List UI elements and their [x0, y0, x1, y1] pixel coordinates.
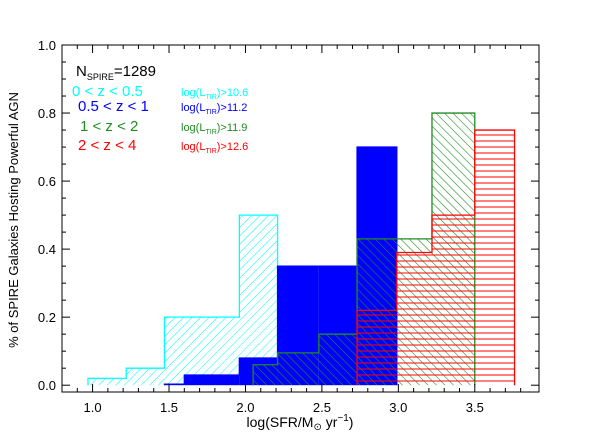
- histogram-bars: [87, 112, 516, 386]
- x-axis-label-sun: ⊙: [313, 422, 321, 433]
- axis-ticks: 1.0 1.5 2.0 2.5 3.0 3.5 0.0 0.2 0.4 0.6 0.8 1.0: [38, 38, 539, 415]
- x-tick-label: 2.5: [313, 400, 331, 415]
- y-tick-label: 0.6: [38, 174, 56, 189]
- legend: 0 < z < 0.5 log(LTIR)>10.60.5 < z < 1 log(…: [72, 83, 248, 155]
- histogram-bar: [357, 310, 397, 386]
- legend-lum-sub: TIR: [205, 94, 216, 101]
- legend-lum-pre: log(L: [181, 141, 205, 153]
- legend-lum-post: )>12.6: [217, 141, 249, 153]
- legend-luminosity-cut: log(LTIR)>10.6: [181, 87, 248, 101]
- y-tick-label: 0.4: [38, 242, 56, 257]
- x-axis-label-tail: yr: [322, 414, 338, 430]
- histogram-bar: [277, 352, 301, 386]
- legend-lum-sub: TIR: [205, 129, 216, 136]
- y-tick-label: 0.0: [38, 378, 56, 393]
- x-tick-label: 1.0: [84, 400, 102, 415]
- series-outline: [356, 129, 516, 386]
- legend-luminosity-cut: log(LTIR)>11.2: [181, 102, 247, 116]
- histogram-bar: [253, 364, 278, 386]
- series-outline: [87, 214, 279, 386]
- legend-luminosity-cut: log(LTIR)>12.6: [181, 141, 248, 155]
- n-spire-label-value: =1289: [114, 63, 156, 80]
- x-axis-label-main: log(SFR/M: [247, 414, 314, 430]
- n-spire-label-sub: SPIRE: [87, 72, 114, 82]
- histogram-bar: [87, 378, 127, 386]
- x-axis-label: log(SFR/M⊙ yr−1): [247, 413, 354, 433]
- legend-series-name: 2 < z < 4: [78, 137, 136, 154]
- plot-frame: [61, 44, 540, 393]
- y-tick-label: 0.2: [38, 310, 56, 325]
- legend-lum-post: )>10.6: [217, 87, 249, 99]
- legend-lum-sub: TIR: [205, 148, 216, 155]
- legend-lum-post: )>11.2: [217, 102, 248, 114]
- legend-lum-sub: TIR: [205, 109, 216, 116]
- legend-lum-pre: log(L: [181, 87, 205, 99]
- legend-series-name: 0.5 < z < 1: [78, 98, 149, 115]
- histogram-bar: [474, 130, 515, 386]
- legend-lum-post: )>11.9: [217, 122, 248, 134]
- histogram-bar: [164, 317, 240, 386]
- histogram-bar: [396, 252, 432, 386]
- histogram-bar: [318, 334, 358, 386]
- y-axis-label: % of SPIRE Galaxies Hosting Powerful AGN: [6, 92, 21, 348]
- series-outline: [252, 112, 476, 386]
- histogram-bar: [300, 352, 319, 386]
- x-tick-label: 3.5: [466, 400, 484, 415]
- y-tick-label: 0.8: [38, 106, 56, 121]
- n-spire-label: NSPIRE=1289: [76, 63, 156, 82]
- series-4: [356, 129, 516, 386]
- histogram-bar: [126, 368, 165, 386]
- x-axis-label-exp: −1: [337, 413, 349, 424]
- x-axis-label-close: ): [349, 414, 354, 430]
- legend-luminosity-cut: log(LTIR)>11.9: [181, 122, 247, 136]
- n-spire-label-main: N: [76, 63, 87, 80]
- x-tick-label: 2.0: [236, 400, 254, 415]
- legend-lum-pre: log(L: [181, 102, 205, 114]
- histogram-bar: [431, 215, 475, 386]
- legend-series-name: 0 < z < 0.5: [72, 83, 143, 100]
- series-1: [87, 214, 279, 386]
- legend-series-name: 1 < z < 2: [80, 118, 138, 135]
- histogram-bar: [184, 374, 240, 386]
- y-tick-label: 1.0: [38, 38, 56, 53]
- legend-lum-pre: log(L: [181, 122, 205, 134]
- x-tick-label: 3.0: [389, 400, 407, 415]
- histogram-bar: [239, 215, 278, 386]
- x-tick-label: 1.5: [160, 400, 178, 415]
